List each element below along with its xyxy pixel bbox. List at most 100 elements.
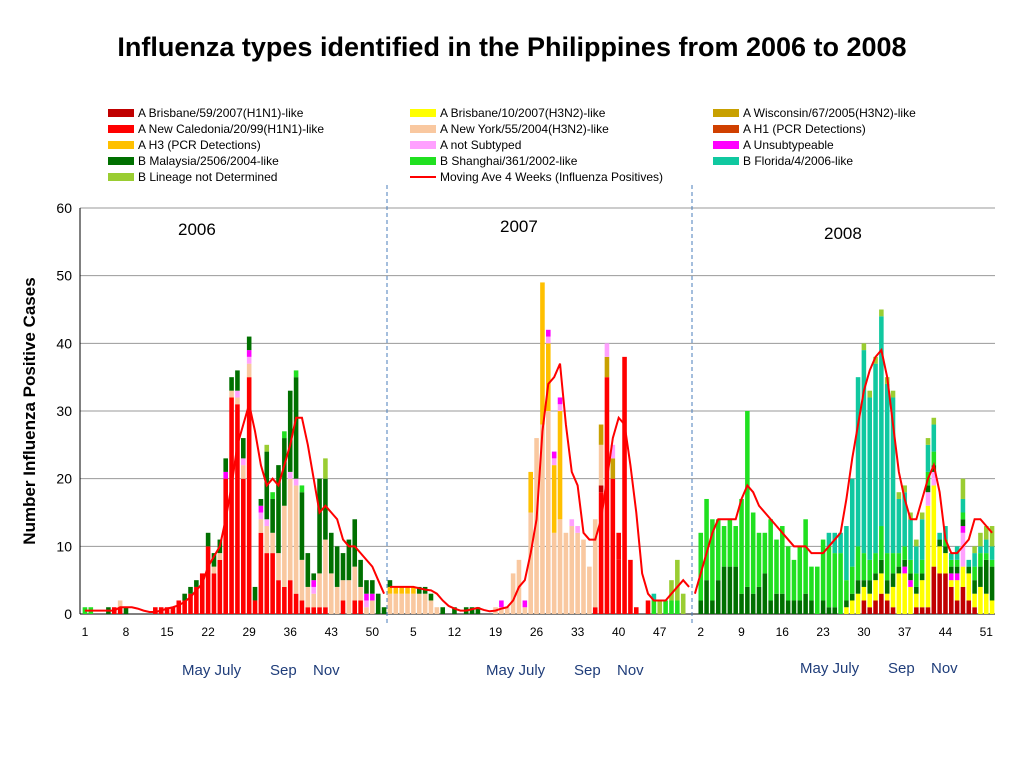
bar-segment-h3_wisc [598,424,604,445]
bar-segment-h3_ny [346,580,352,614]
bar-segment-h3_ny [370,600,375,614]
bar-segment-h3_bris [960,566,966,587]
bar-segment-b_shanghai [710,519,715,601]
bar-segment-b_shanghai [739,498,744,594]
bar-segment-b_malaysia [809,600,814,614]
bar-segment-h3_pcr [393,586,399,594]
bar-segment-h3_bris [954,580,960,601]
bar-segment-h1_newcal [270,553,275,614]
bar-segment-b_malaysia [428,593,434,601]
x-tick-label: 47 [653,625,667,639]
bar-segment-b_malaysia [416,586,422,594]
bar-segment-b_shanghai [884,553,890,581]
bar-segment-h3_ny [317,573,322,608]
x-tick-label: 40 [612,625,626,639]
bar-segment-b_shanghai [721,526,727,567]
bar-segment-b_malaysia [820,600,826,614]
bar-segment-h3_bris [849,600,855,614]
bar-segment-a_notsub [604,343,610,357]
legend-swatch [713,157,739,165]
bar-segment-h3_ny [534,438,539,614]
bar-segment-h3_bris [873,580,878,601]
legend-swatch [108,173,134,181]
bar-segment-b_florida [908,519,913,560]
bar-segment-h3_pcr [411,586,416,594]
bar-segment-h1_newcal [604,377,610,614]
bar-segment-h1_bris [867,607,872,614]
bar-segment-a_unsub [499,600,504,608]
bar-segment-b_malaysia [762,573,768,614]
bar-segment-b_malaysia [745,586,750,614]
bar-segment-b_malaysia [276,465,281,554]
bar-segment-b_malaysia [756,586,762,614]
bar-segment-a_unsub [311,580,316,587]
bar-segment-h1_newcal [610,478,616,614]
bar-segment-b_malaysia [902,559,907,567]
bar-segment-h1_bris [966,600,972,614]
bar-segment-h3_ny [217,553,223,560]
x-tick-label: 43 [325,625,339,639]
year-dividers [386,185,693,626]
bar-segment-h3_ny [241,465,246,479]
bar-segment-b_malaysia [908,573,913,581]
bar-segment-b_lineage [960,478,966,499]
bar-segment-b_shanghai [838,553,843,614]
bar-segment-a_unsub [949,573,954,581]
month-label-2006-nov: Nov [313,662,340,679]
bar-segment-b_shanghai [698,532,704,601]
bar-segment-b_shanghai [733,526,738,567]
bar-segment-h1_newcal [633,607,639,614]
bar-segment-b_malaysia [381,607,387,614]
bar-segment-b_malaysia [890,573,896,587]
bar-segment-a_notsub [364,600,369,608]
bar-segment-h1_newcal [223,478,228,614]
bar-segment-b_malaysia [205,532,211,547]
bar-segment-b_florida [890,397,896,554]
legend-swatch [410,157,436,165]
month-label-2006-sep: Sep [270,662,297,679]
bar-segment-b_lineage [925,438,931,445]
bar-segment-h3_bris [855,593,861,614]
bar-segment-h3_bris [937,546,942,574]
bar-segment-h1_newcal [164,607,170,614]
bar-segment-b_malaysia [715,580,721,614]
bar-segment-h3_ny [522,607,528,614]
bar-segment-b_shanghai [855,546,861,581]
legend-swatch [410,109,436,117]
bar-segment-h1_newcal [246,377,252,614]
bar-segment-h3_ny [416,593,422,614]
bar-segment-b_malaysia [194,580,199,587]
bar-segment-b_florida [972,553,977,567]
moving-average-lines [84,347,993,613]
bar-segment-h1_newcal [293,593,299,614]
legend-swatch [713,109,739,117]
bar-segment-h1_newcal [317,607,322,614]
bar-segment-h3_bris [902,573,907,614]
bar-segment-h1_bris [879,593,884,614]
bar-segment-b_florida [884,383,890,554]
bar-segment-b_lineage [902,485,907,493]
bar-segment-b_lineage [879,309,884,317]
bar-segment-h3_ny [557,519,563,614]
moving-average-line-2006 [84,403,385,613]
bar-segment-b_shanghai [797,546,803,601]
legend: A Brisbane/59/2007(H1N1)-like A Brisbane/… [108,105,1008,185]
bar-segment-h3_ny [592,519,598,608]
bar-segment-b_florida [832,532,838,554]
legend-swatch [108,125,134,133]
bar-segment-a_notsub [287,471,293,479]
bar-segment-b_florida [838,532,843,554]
bar-segment-h1_newcal [299,600,305,614]
bar-segment-b_shanghai [931,451,937,466]
bar-segment-a_unsub [902,566,907,574]
bar-segment-h3_bris [890,586,896,608]
legend-label: A Brisbane/59/2007(H1N1)-like [138,106,304,120]
bar-segment-h3_ny [405,593,410,614]
bar-segment-a_unsub [258,505,264,513]
bar-segment-b_lineage [657,600,663,614]
bar-segment-b_malaysia [733,566,738,614]
bar-segment-b_shanghai [902,546,907,560]
bar-segment-b_florida [826,532,832,547]
bar-segment-h3_ny [422,593,428,614]
bar-segment-h3_ny [246,363,252,378]
